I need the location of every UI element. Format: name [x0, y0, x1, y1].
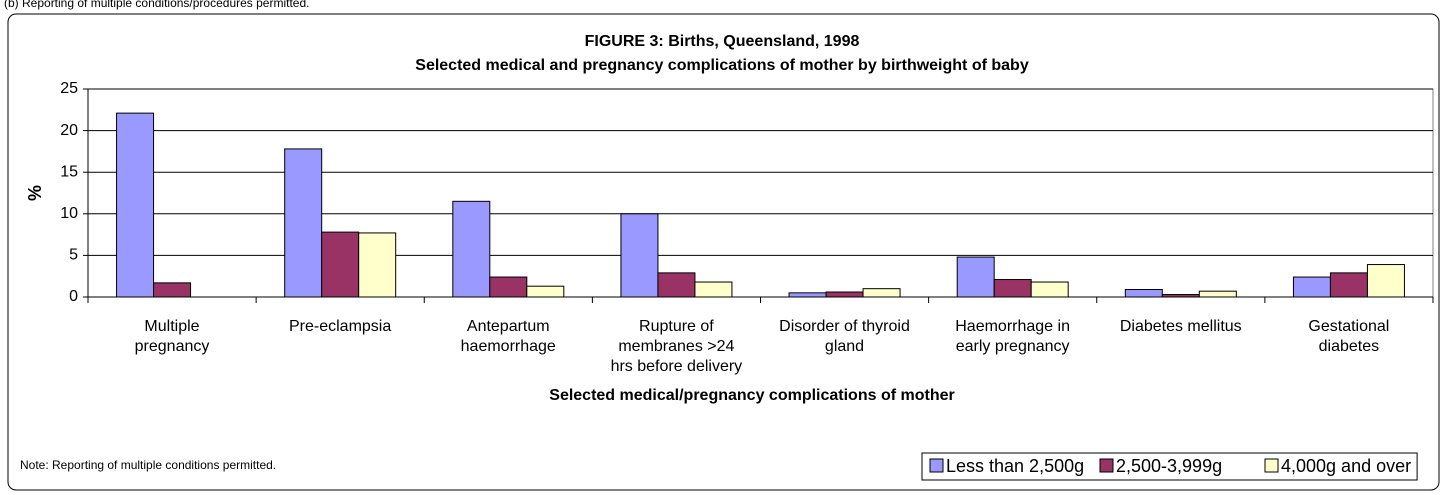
bar: [1124, 289, 1163, 298]
bar: [993, 279, 1032, 298]
x-tick-label: Pre-eclampsia: [288, 318, 392, 335]
top-note: (b) Reporting of multiple conditions/pro…: [4, 0, 309, 10]
legend-label: 4,000g and over: [1281, 456, 1411, 476]
y-tick-label: 20: [60, 122, 78, 139]
legend-swatch: [1264, 458, 1279, 473]
bar: [153, 282, 192, 298]
chart-title: FIGURE 3: Births, Queensland, 1998: [585, 33, 860, 50]
x-tick-label: Disorder of thyroid gland: [779, 318, 910, 355]
bar: [1198, 290, 1237, 298]
bar: [489, 276, 528, 298]
bar: [1030, 281, 1069, 298]
bar: [788, 292, 827, 298]
y-tick-label: 25: [60, 80, 78, 97]
y-tick-label: 15: [60, 163, 78, 180]
chart-subtitle: Selected medical and pregnancy complicat…: [415, 57, 1029, 74]
x-tick-label: Diabetes mellitus: [1119, 318, 1242, 335]
y-axis-label: %: [25, 185, 45, 201]
legend-label: Less than 2,500g: [946, 456, 1084, 476]
legend: Less than 2,500g 2,500-3,999g 4,000g and o…: [929, 456, 1411, 476]
bar: [825, 291, 864, 298]
x-tick-label: Antepartum haemorrhage: [460, 318, 556, 355]
y-tick-label: 5: [69, 247, 78, 264]
bar: [116, 112, 155, 298]
legend-box: [921, 452, 1418, 481]
bar: [956, 256, 995, 298]
x-tick-label: Multiple pregnancy: [134, 318, 210, 355]
bar: [1292, 276, 1331, 298]
bar: [1161, 294, 1200, 298]
y-tick-label: 10: [60, 205, 78, 222]
x-axis-label: Selected medical/pregnancy complications…: [549, 387, 954, 404]
legend-swatch: [1099, 458, 1114, 473]
bar: [452, 200, 491, 298]
bar: [358, 232, 397, 298]
bar: [1366, 264, 1405, 298]
legend-label: 2,500-3,999g: [1116, 456, 1222, 476]
bar: [694, 281, 733, 298]
note: Note: Reporting of multiple conditions p…: [20, 458, 276, 472]
y-tick-label: 0: [69, 288, 78, 305]
x-tick-label: Gestational diabetes: [1308, 318, 1390, 355]
x-tick-label: Rupture of membranes >24 hrs before deli…: [610, 318, 743, 375]
bar: [862, 288, 901, 298]
bar: [1329, 272, 1368, 298]
x-tick-label: Haemorrhage in early pregnancy: [955, 318, 1070, 355]
bar: [526, 285, 565, 298]
bar: [284, 148, 323, 298]
legend-swatch: [929, 458, 944, 473]
bar: [620, 213, 659, 298]
bar: [321, 231, 360, 298]
bar: [657, 272, 696, 298]
